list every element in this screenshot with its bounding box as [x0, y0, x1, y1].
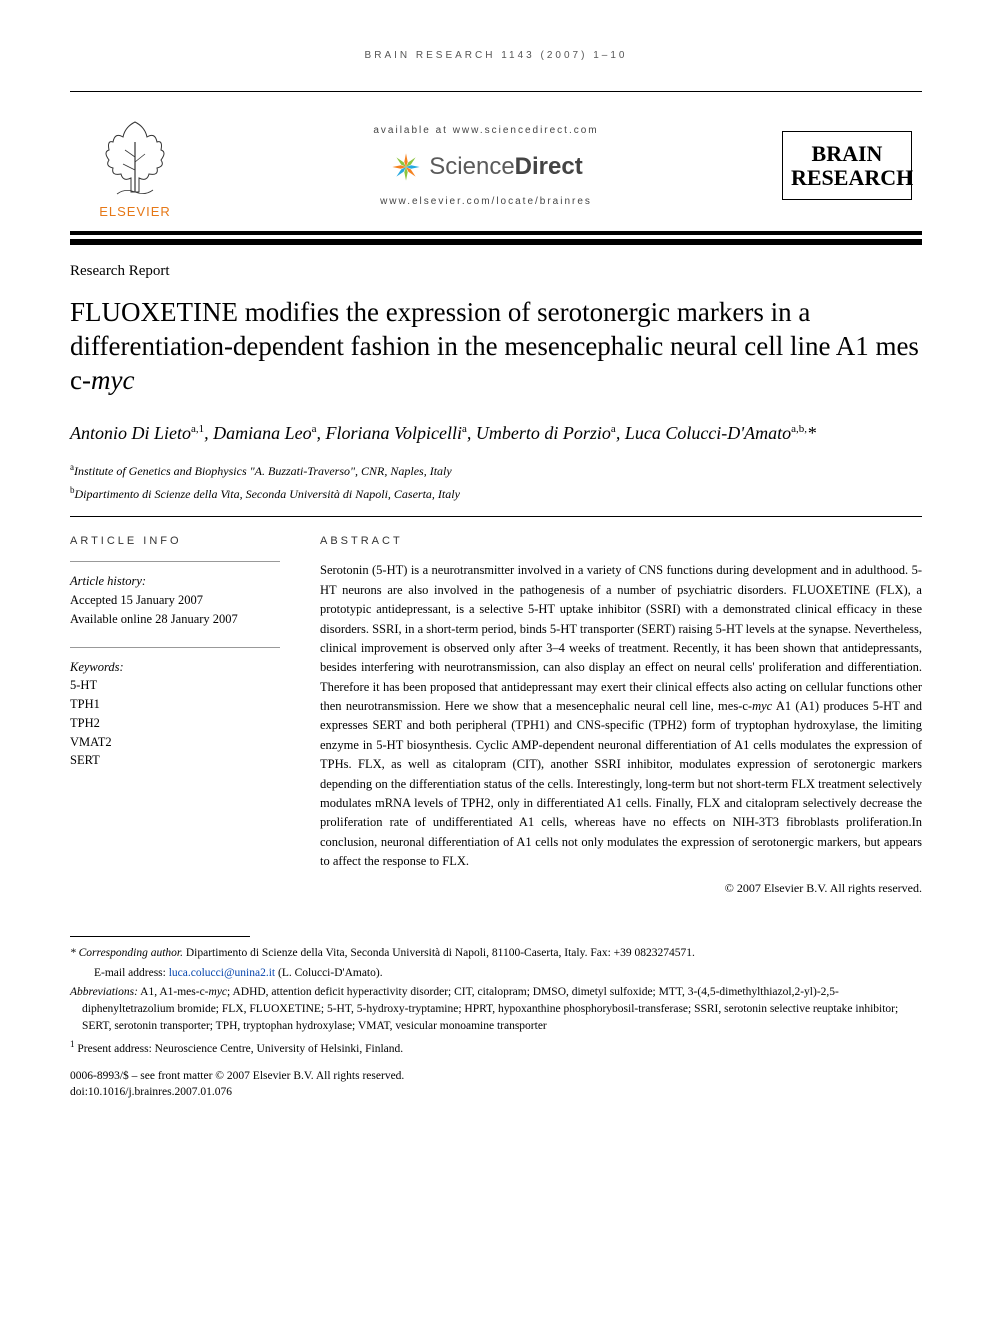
rule-above-abstract [70, 516, 922, 517]
affiliation-line: aInstitute of Genetics and Biophysics "A… [70, 462, 922, 479]
keyword-item: TPH2 [70, 714, 280, 733]
elsevier-logo: ELSEVIER [80, 112, 190, 219]
corresponding-email-row: E-mail address: luca.colucci@unina2.it (… [70, 965, 922, 982]
article-history-block: Article history: Accepted 15 January 200… [70, 561, 280, 628]
journal-cover-box: BRAIN RESEARCH [782, 131, 912, 199]
keywords-label: Keywords: [70, 658, 280, 677]
keyword-item: VMAT2 [70, 733, 280, 752]
article-info-column: ARTICLE INFO Article history: Accepted 1… [70, 535, 280, 896]
keyword-item: 5-HT [70, 676, 280, 695]
affiliation-block: aInstitute of Genetics and Biophysics "A… [70, 462, 922, 502]
sciencedirect-burst-icon [389, 150, 423, 184]
corresponding-author-note: * Corresponding author. Dipartimento di … [70, 945, 922, 962]
available-at-text: available at www.sciencedirect.com [190, 125, 782, 136]
abstract-copyright: © 2007 Elsevier B.V. All rights reserved… [320, 881, 922, 896]
abstract-text: Serotonin (5-HT) is a neurotransmitter i… [320, 561, 922, 871]
keyword-item: TPH1 [70, 695, 280, 714]
abbreviations-note: Abbreviations: A1, A1-mes-c-myc; ADHD, a… [70, 984, 922, 1036]
present-address-note: 1 Present address: Neuroscience Centre, … [70, 1038, 922, 1058]
author-list: Antonio Di Lietoa,1, Damiana Leoa, Flori… [70, 421, 922, 446]
elsevier-tree-icon [95, 112, 175, 202]
journal-title-line2: RESEARCH [791, 166, 903, 189]
keyword-item: SERT [70, 751, 280, 770]
footnote-rule [70, 936, 250, 937]
divider-thick [70, 239, 922, 245]
abstract-head: ABSTRACT [320, 535, 922, 547]
online-date: Available online 28 January 2007 [70, 610, 280, 629]
article-type: Research Report [70, 263, 922, 280]
journal-title-line1: BRAIN [791, 142, 903, 165]
running-head: BRAIN RESEARCH 1143 (2007) 1–10 [70, 50, 922, 61]
abstract-column: ABSTRACT Serotonin (5-HT) is a neurotran… [320, 535, 922, 896]
journal-locate-url: www.elsevier.com/locate/brainres [190, 196, 782, 207]
article-title: FLUOXETINE modifies the expression of se… [70, 296, 922, 397]
corresponding-email-link[interactable]: luca.colucci@unina2.it [169, 967, 275, 979]
affiliation-line: bDipartimento di Scienze della Vita, Sec… [70, 485, 922, 502]
header-center: available at www.sciencedirect.com [190, 125, 782, 207]
doi-block: 0006-8993/$ – see front matter © 2007 El… [70, 1068, 922, 1100]
accepted-date: Accepted 15 January 2007 [70, 591, 280, 610]
header-band: ELSEVIER available at www.sciencedirect.… [70, 91, 922, 235]
keywords-block: Keywords: 5-HTTPH1TPH2VMAT2SERT [70, 647, 280, 771]
elsevier-wordmark: ELSEVIER [99, 204, 171, 219]
doi-line: doi:10.1016/j.brainres.2007.01.076 [70, 1084, 922, 1100]
article-info-head: ARTICLE INFO [70, 535, 280, 547]
sciencedirect-wordmark: ScienceDirect [429, 153, 582, 181]
front-matter-line: 0006-8993/$ – see front matter © 2007 El… [70, 1068, 922, 1084]
footnotes-block: * Corresponding author. Dipartimento di … [70, 945, 922, 1057]
article-history-label: Article history: [70, 572, 280, 591]
sciencedirect-logo: ScienceDirect [389, 150, 582, 184]
